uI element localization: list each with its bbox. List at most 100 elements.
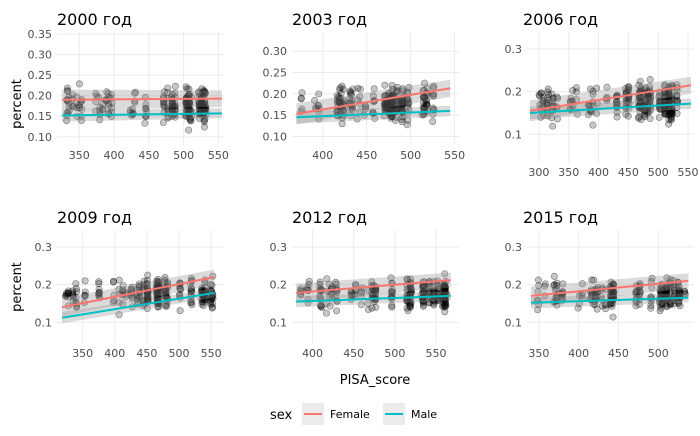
data-point [399,87,407,95]
data-point [107,91,115,99]
data-point [161,273,169,281]
data-point [200,123,208,131]
panel-title: 2006 год [523,10,598,29]
data-point [407,285,415,293]
data-point [536,101,544,109]
data-point [317,302,325,310]
data-point [202,104,210,112]
data-point [549,122,557,130]
data-point [673,91,681,99]
data-point [537,89,545,97]
data-point [140,281,148,289]
data-point [346,90,354,98]
y-tick-label: 0.2 [505,86,523,99]
data-point [177,286,185,294]
data-point [109,299,117,307]
data-point [364,299,372,307]
data-point [661,110,669,118]
data-point [368,289,376,297]
data-point [95,288,103,296]
data-point [198,105,206,113]
data-point [354,84,362,92]
data-point [199,295,207,303]
data-point [75,101,83,109]
data-point [656,97,664,105]
data-point [336,86,344,94]
x-tick-label: 400 [312,149,333,162]
data-point [398,118,406,126]
data-point [168,105,176,113]
data-point [136,293,144,301]
data-point [73,104,81,112]
data-point [62,292,70,300]
data-point [195,99,203,107]
y-tick-label: 0.1 [35,316,53,329]
data-point [668,109,676,117]
data-point [332,280,340,288]
panel-3: 300 350 400 450 500 550 0.1 0.2 0.3 2006 год [505,10,699,179]
data-point [153,277,161,285]
data-point [667,95,675,103]
data-point [548,90,556,98]
data-point [187,287,195,295]
data-point [195,105,203,113]
data-point [389,85,397,93]
data-point [383,103,391,111]
data-point [351,291,359,299]
data-point [316,301,324,309]
data-point [195,88,203,96]
data-point [385,105,393,113]
female-fit-line [61,276,215,309]
x-tick-label: 500 [648,347,669,360]
data-point [199,99,207,107]
data-point [636,94,644,102]
data-point [201,296,209,304]
data-point [421,95,429,103]
data-point [68,102,76,110]
data-point [429,92,437,100]
data-point [72,280,80,288]
panel-5: 400 450 500 550 0.1 0.2 0.3 2012 год [270,208,459,360]
data-point [115,285,123,293]
data-point [171,82,179,90]
male-fit-line [61,291,215,319]
data-point [384,103,392,111]
data-point [198,300,206,308]
data-point [430,301,438,309]
data-point [337,89,345,97]
data-point [420,94,428,102]
data-point [361,103,369,111]
data-point [199,298,207,306]
data-point [208,281,216,289]
data-point [398,99,406,107]
data-point [143,280,151,288]
data-point [441,286,449,294]
data-point [407,286,415,294]
y-tick-label: 0.2 [270,279,288,292]
data-point [543,99,551,107]
data-point [109,277,117,285]
data-point [161,278,169,286]
data-point [135,283,143,291]
x-tick-label: 400 [588,166,609,179]
data-point [419,288,427,296]
x-tick-label: 400 [568,347,589,360]
data-point [198,284,206,292]
data-point [646,115,654,123]
data-point [335,93,343,101]
data-point [168,90,176,98]
data-point [168,104,176,112]
x-tick-label: 400 [104,347,125,360]
data-point [200,100,208,108]
data-point [667,108,675,116]
data-point [81,292,89,300]
data-point [624,86,632,94]
x-tick-label: 400 [104,149,125,162]
data-point [406,298,414,306]
x-tick-label: 350 [528,347,549,360]
data-point [398,102,406,110]
data-point [643,94,651,102]
data-point [423,96,431,104]
data-point [665,120,673,128]
data-point [183,99,191,107]
